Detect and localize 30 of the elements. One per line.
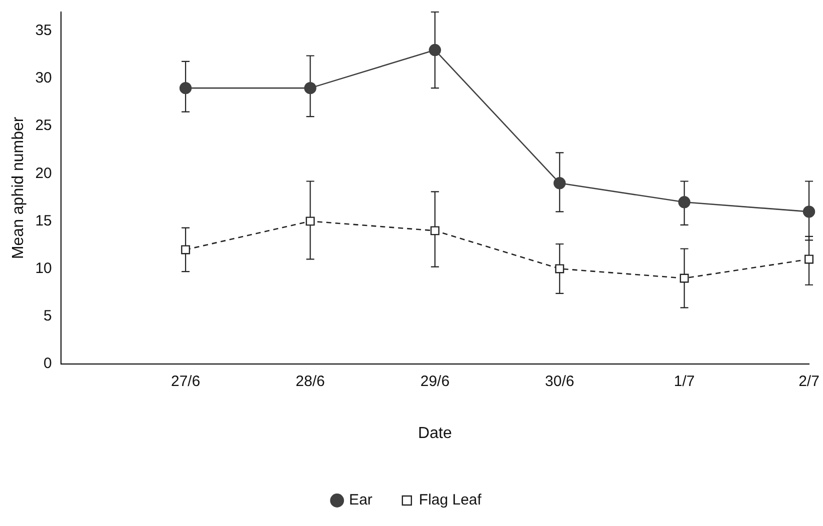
x-tick-label: 29/6: [420, 372, 450, 390]
point: [430, 226, 440, 236]
y-axis-title: Mean aphid number: [10, 116, 28, 260]
legend-label: Ear: [349, 492, 372, 509]
point: [306, 216, 315, 226]
x-tick-label: 2/7: [798, 372, 820, 390]
y-tick-label: 20: [35, 164, 52, 182]
point: [428, 44, 442, 56]
y-tick-label: 10: [35, 260, 52, 277]
point: [555, 264, 564, 274]
x-tick-label: 1/7: [674, 372, 695, 390]
x-tick-label: 27/6: [170, 372, 200, 390]
y-tick-label: 15: [35, 212, 52, 230]
point: [804, 254, 814, 264]
point: [181, 245, 190, 254]
point: [680, 274, 689, 283]
y-tick-label: 25: [35, 117, 52, 134]
x-tick-label: 28/6: [296, 372, 325, 390]
x-axis-title: Date: [418, 424, 452, 442]
x-tick-label: 30/6: [545, 372, 574, 390]
point: [179, 82, 192, 94]
y-tick-label: 30: [35, 70, 52, 87]
point: [554, 177, 566, 190]
y-tick-label: 0: [44, 354, 52, 372]
legend-label: Flag Leaf: [418, 492, 482, 509]
y-tick-label: 35: [35, 22, 52, 40]
y-tick-label: 5: [44, 307, 52, 324]
point: [304, 82, 316, 94]
point: [802, 206, 816, 218]
point: [678, 196, 690, 208]
